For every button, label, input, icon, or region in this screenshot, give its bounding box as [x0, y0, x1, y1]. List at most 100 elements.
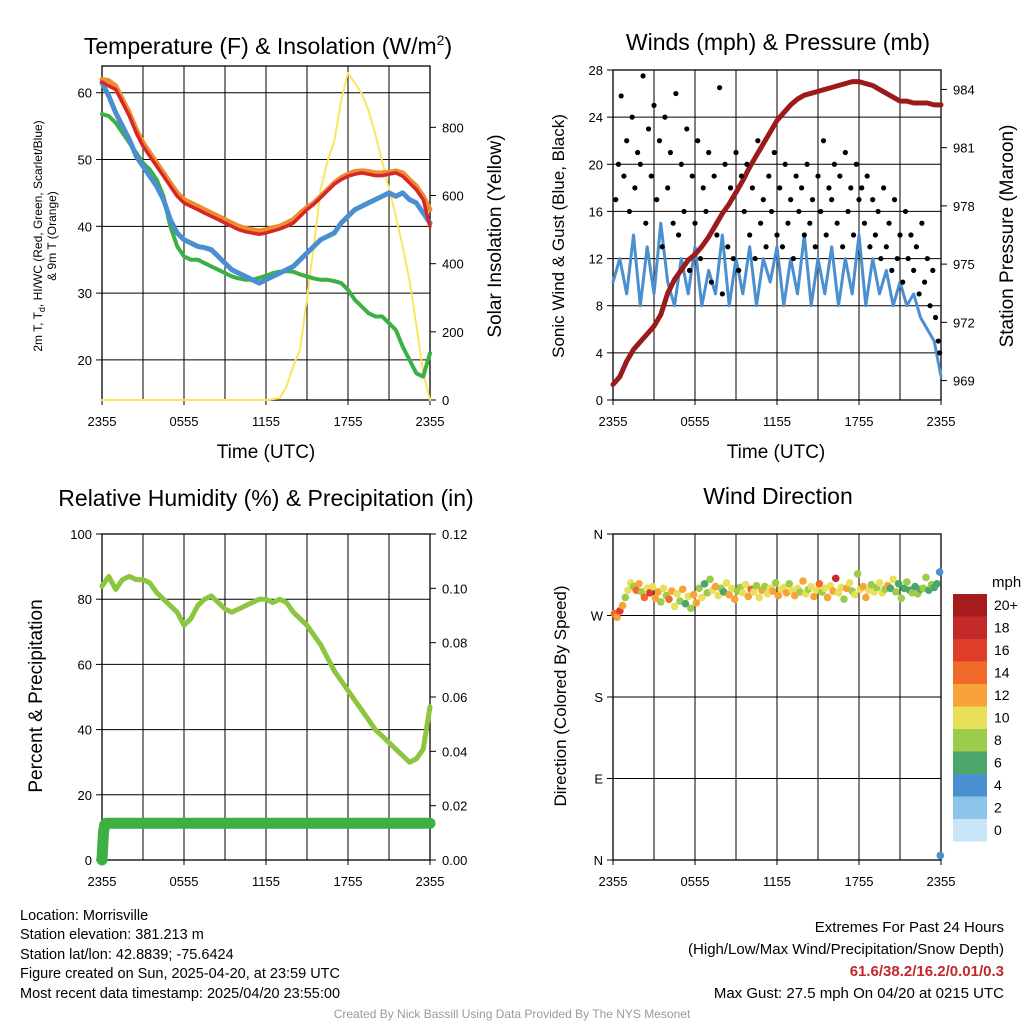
gust-point — [700, 185, 706, 191]
temperature-xtick-label: 2355 — [88, 414, 117, 429]
direction-point — [752, 581, 761, 590]
direction-point — [621, 593, 630, 602]
gust-point — [708, 279, 715, 285]
gust-point — [782, 161, 788, 167]
speed-legend-label: 4 — [994, 777, 1002, 793]
direction-point — [681, 599, 690, 608]
humidity-plot-frame — [101, 533, 431, 861]
gust-point — [635, 149, 641, 156]
direction-point — [646, 589, 654, 597]
direction-point — [687, 604, 695, 613]
temperature-ytick-right-label: 400 — [442, 257, 464, 272]
temperature-ytick-label: 50 — [78, 153, 92, 168]
winds-ytick-right-label: 978 — [953, 199, 975, 214]
direction-point — [706, 575, 714, 584]
winds-ytick-label: 24 — [589, 110, 603, 125]
extremes-values: 61.6/38.2/16.2/0.01/0.3 — [849, 963, 1004, 980]
direction-point — [741, 580, 750, 589]
speed-legend-label: 16 — [994, 642, 1010, 658]
gust-point — [937, 350, 943, 356]
gust-point — [626, 208, 633, 215]
speed-legend-swatch — [953, 594, 987, 617]
direction-point — [889, 575, 897, 584]
gust-point — [774, 232, 780, 238]
gust-point — [681, 208, 687, 215]
gust-point — [788, 197, 794, 203]
humidity-y-axis-label: Percent & Precipitation — [26, 599, 47, 792]
speed-legend-label: 20+ — [994, 597, 1018, 613]
gust-point — [722, 161, 728, 167]
humidity-ytick-right-label: 0.08 — [442, 636, 467, 651]
relative_humidity-line — [99, 573, 433, 765]
direction-xtick-label: 2355 — [599, 874, 628, 889]
max-gust: Max Gust: 27.5 mph On 04/20 at 0215 UTC — [713, 985, 1004, 1002]
humidity-ytick-right-label: 0.02 — [442, 799, 467, 814]
gust-point — [695, 138, 701, 144]
gust-point — [738, 173, 745, 179]
speed-legend-swatch — [953, 639, 987, 662]
wind-y-axis-label: Sonic Wind & Gust (Blue, Black) — [549, 114, 568, 358]
gust-point — [790, 255, 797, 262]
humidity-ytick-label: 0 — [85, 853, 92, 868]
gust-point — [872, 232, 879, 238]
humidity-ytick-label: 20 — [78, 788, 92, 803]
gust-point — [758, 220, 764, 226]
winds-ytick-right-label: 972 — [953, 315, 975, 330]
gust-point — [670, 220, 676, 226]
gust-point — [809, 197, 816, 203]
gust-point — [714, 232, 720, 238]
gust-point — [643, 220, 649, 226]
gust-point — [676, 232, 682, 238]
gust-point — [878, 255, 884, 262]
direction-point — [815, 580, 824, 588]
direction-point — [810, 592, 818, 601]
winds-ytick-right-label: 981 — [953, 141, 975, 156]
gust-point — [883, 244, 889, 250]
gust-point — [927, 303, 933, 309]
winds-xtick-label: 1755 — [845, 414, 874, 429]
direction-point — [862, 593, 870, 602]
gust-point — [613, 197, 619, 203]
humidity-xtick-label: 2355 — [88, 874, 117, 889]
gust-point — [859, 185, 865, 191]
gust-point — [845, 208, 851, 215]
gust-point — [902, 208, 909, 215]
speed-legend-title: mph — [992, 574, 1021, 591]
temperature-ytick-right-label: 0 — [442, 393, 449, 408]
gust-point — [886, 220, 892, 226]
speed-legend-label: 10 — [994, 710, 1010, 726]
gust-point — [624, 138, 630, 144]
speed-legend-label: 18 — [994, 620, 1010, 636]
winds-ytick-right-label: 984 — [953, 82, 975, 97]
direction-point — [807, 582, 815, 591]
gust-point — [777, 185, 783, 191]
gust-point — [881, 185, 887, 191]
gust-point — [818, 208, 824, 215]
direction-point — [875, 579, 884, 587]
direction-point — [840, 595, 848, 603]
gust-point — [752, 255, 758, 262]
gust-point — [807, 220, 813, 226]
gust-point — [741, 208, 747, 215]
direction-point — [774, 591, 783, 600]
winds-ytick-label: 0 — [596, 393, 603, 408]
gust-point — [911, 267, 917, 273]
temperature-ytick-label: 60 — [78, 86, 92, 101]
speed-legend-swatch — [953, 819, 987, 842]
gust-point — [665, 185, 671, 191]
gust-point — [686, 267, 693, 273]
winds-xtick-label: 1155 — [763, 414, 791, 429]
direction-point — [657, 598, 665, 606]
winds-ytick-label: 20 — [589, 157, 603, 172]
gust-point — [908, 232, 914, 238]
gust-point — [861, 220, 868, 226]
direction-point — [853, 570, 862, 578]
direction-point — [698, 593, 706, 602]
temperature-xtick-label: 2355 — [416, 414, 445, 429]
precipitation-line — [96, 817, 436, 866]
credit-line: Created By Nick Bassill Using Data Provi… — [333, 1007, 691, 1021]
gust-point — [678, 161, 684, 167]
direction-point — [730, 595, 739, 603]
humidity-xtick-label: 2355 — [416, 874, 445, 889]
winds-ytick-label: 4 — [596, 346, 603, 361]
